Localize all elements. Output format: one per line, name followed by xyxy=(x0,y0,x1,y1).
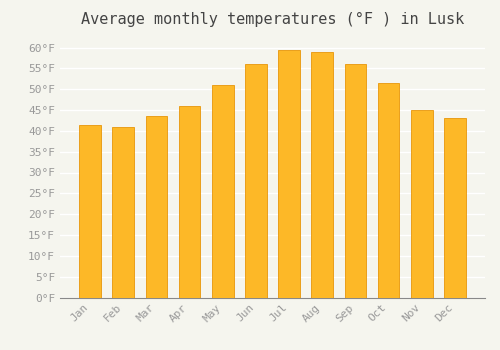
Bar xyxy=(378,83,400,298)
Bar xyxy=(245,64,266,298)
Bar xyxy=(411,110,432,298)
Bar xyxy=(212,85,234,298)
Bar xyxy=(312,52,333,298)
Bar xyxy=(278,50,300,298)
Bar xyxy=(444,118,466,298)
Title: Average monthly temperatures (°F ) in Lusk: Average monthly temperatures (°F ) in Lu… xyxy=(81,12,464,27)
Bar xyxy=(80,125,101,298)
Bar xyxy=(112,127,134,298)
Bar xyxy=(179,106,201,298)
Bar xyxy=(146,116,167,298)
Bar xyxy=(344,64,366,298)
